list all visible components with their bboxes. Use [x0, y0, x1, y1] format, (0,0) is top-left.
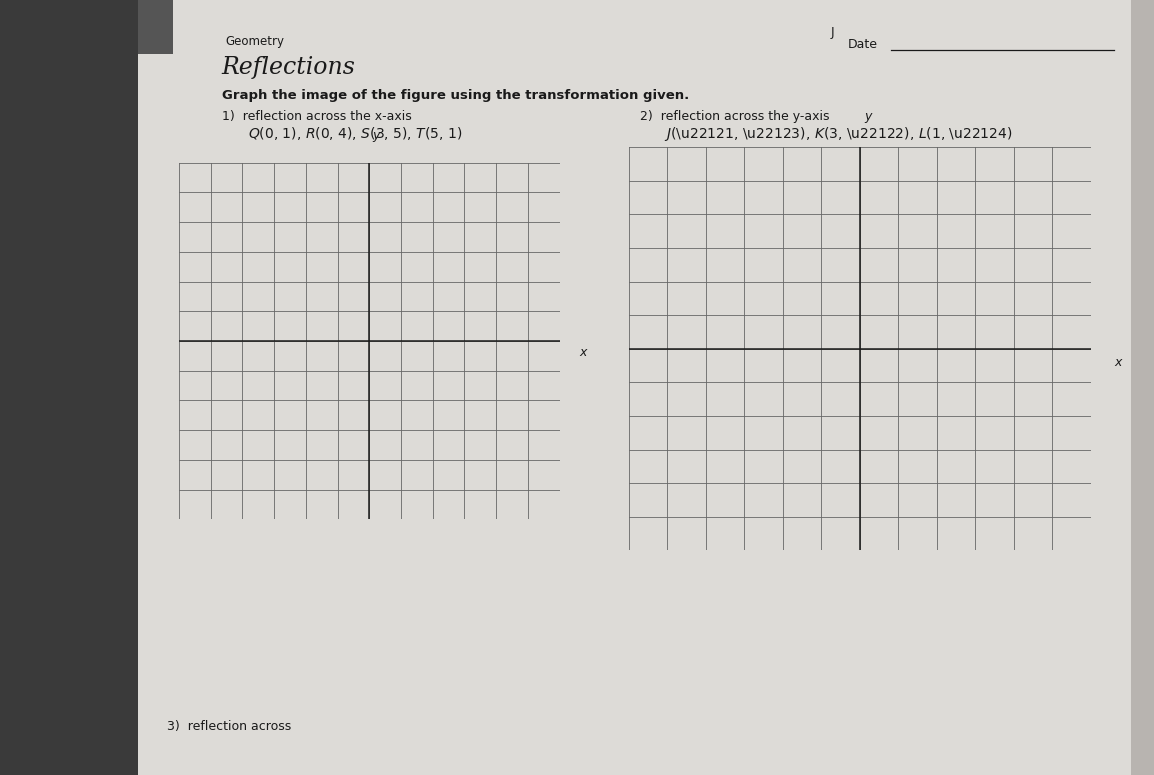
Text: Geometry: Geometry — [225, 35, 284, 48]
Text: 2)  reflection across the y-axis: 2) reflection across the y-axis — [640, 110, 830, 123]
Text: $x$: $x$ — [1114, 356, 1124, 369]
Bar — [0, 0, 138, 775]
Text: J: J — [831, 26, 834, 40]
Text: $x$: $x$ — [578, 346, 589, 359]
Text: $\mathit{J}$(\u22121, \u22123), $\mathit{K}$(3, \u22122), $\mathit{L}$(1, \u2212: $\mathit{J}$(\u22121, \u22123), $\mathit… — [664, 125, 1012, 143]
Text: $\mathit{Q}$(0, 1), $\mathit{R}$(0, 4), $\mathit{S}$(3, 5), $\mathit{T}$(5, 1): $\mathit{Q}$(0, 1), $\mathit{R}$(0, 4), … — [248, 125, 463, 142]
Text: Date: Date — [848, 38, 878, 51]
Text: Graph the image of the figure using the transformation given.: Graph the image of the figure using the … — [222, 89, 689, 102]
Text: $y$: $y$ — [863, 112, 874, 126]
Bar — [138, 0, 1131, 775]
Bar — [138, 0, 173, 54]
Text: Reflections: Reflections — [222, 56, 355, 78]
Text: $y$: $y$ — [373, 130, 382, 144]
Text: 1)  reflection across the x-axis: 1) reflection across the x-axis — [222, 110, 411, 123]
Text: 3)  reflection across: 3) reflection across — [167, 720, 292, 733]
